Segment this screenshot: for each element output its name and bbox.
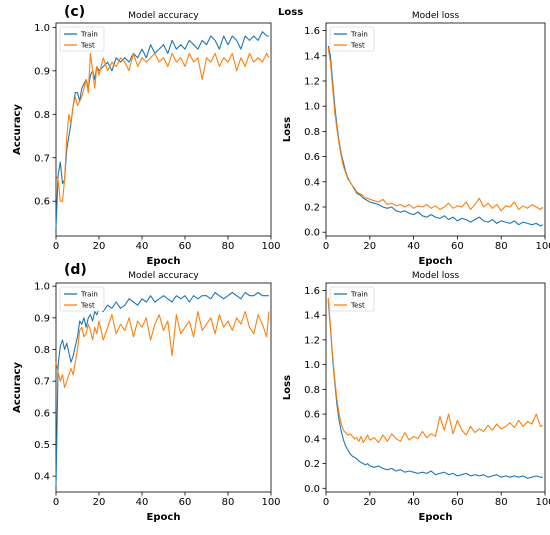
- y-axis-label: Accuracy: [12, 362, 23, 413]
- legend-label-train: Train: [350, 291, 368, 299]
- x-tick-label: 20: [363, 497, 376, 508]
- chart-title: Model accuracy: [128, 271, 199, 281]
- plot-frame: [55, 282, 272, 493]
- y-tick-label: 0.5: [34, 440, 50, 451]
- plot-frame: [325, 22, 546, 237]
- x-tick-label: 60: [179, 241, 192, 252]
- y-tick-label: 1.0: [34, 282, 50, 293]
- y-tick-label: 1.2: [304, 76, 320, 87]
- chart-4: Model loss 0 20 40 60 80 100 0.0 0.2 0.4 0.6 0.8 1.0…: [282, 271, 550, 523]
- y-tick-label: 1.0: [304, 360, 320, 371]
- x-tick-label: 0: [53, 241, 59, 252]
- x-tick-label: 40: [136, 497, 149, 508]
- legend-label-test: Test: [350, 42, 365, 50]
- y-tick-label: 0.8: [304, 385, 320, 396]
- legend: Train Test: [59, 286, 105, 312]
- x-tick-label: 40: [407, 497, 420, 508]
- legend-label-train: Train: [80, 31, 98, 39]
- series-line-train: [327, 300, 543, 479]
- x-tick-label: 80: [222, 497, 235, 508]
- legend: Train Test: [329, 26, 375, 52]
- legend-label-test: Test: [80, 302, 95, 310]
- panel-label-d: (d): [64, 262, 87, 278]
- x-tick-label: 40: [407, 241, 420, 252]
- y-tick-label: 0.0: [304, 484, 320, 495]
- y-tick-label: 0.9: [34, 313, 50, 324]
- y-axis-label: Loss: [282, 375, 293, 400]
- x-axis-label: Epoch: [419, 256, 453, 267]
- y-tick-label: 0.6: [34, 408, 50, 419]
- legend-label-train: Train: [80, 291, 98, 299]
- series-line-test: [327, 297, 544, 444]
- y-tick-label: 0.6: [304, 152, 320, 163]
- x-tick-label: 0: [323, 241, 329, 252]
- x-tick-label: 0: [323, 497, 329, 508]
- legend: Train Test: [59, 26, 105, 52]
- x-tick-label: 80: [495, 497, 508, 508]
- y-axis-label: Loss: [282, 117, 293, 142]
- x-tick-label: 20: [93, 241, 106, 252]
- y-tick-label: 0.6: [34, 197, 50, 208]
- series-line-train: [55, 31, 269, 228]
- y-tick-label: 0.2: [304, 459, 320, 470]
- y-tick-label: 0.7: [34, 153, 50, 164]
- header-loss-text: Loss: [278, 7, 304, 18]
- x-tick-label: 0: [53, 497, 59, 508]
- series-line-test: [55, 52, 270, 202]
- x-tick-label: 100: [535, 241, 550, 252]
- chart-2: Model loss 0 20 40 60 80 100 0.0 0.2 0.4 0.6 0.8 1.0…: [282, 11, 550, 267]
- y-tick-label: 0.4: [34, 472, 50, 483]
- legend-label-train: Train: [350, 31, 368, 39]
- x-axis-label: Epoch: [147, 256, 181, 267]
- y-tick-label: 1.4: [304, 51, 320, 62]
- y-tick-label: 0.6: [304, 410, 320, 421]
- y-tick-label: 0.8: [34, 345, 50, 356]
- y-tick-label: 1.0: [304, 102, 320, 113]
- chart-title: Model accuracy: [128, 11, 199, 21]
- y-tick-label: 1.4: [304, 311, 320, 322]
- x-tick-label: 100: [261, 497, 280, 508]
- plot-frame: [55, 22, 272, 237]
- y-tick-label: 1.2: [304, 335, 320, 346]
- chart-3: Model accuracy 0 20 40 60 80 100 0.4 0.5 0.6 0.7 0.…: [12, 271, 281, 523]
- plot-frame: [325, 282, 546, 493]
- x-tick-label: 40: [136, 241, 149, 252]
- x-axis-label: Epoch: [419, 512, 453, 523]
- x-tick-label: 100: [261, 241, 280, 252]
- series-line-test: [327, 48, 544, 212]
- y-tick-label: 0.9: [34, 66, 50, 77]
- y-tick-label: 0.0: [304, 228, 320, 239]
- x-tick-label: 60: [451, 241, 464, 252]
- legend-label-test: Test: [350, 302, 365, 310]
- series-line-train: [55, 291, 269, 486]
- y-tick-label: 0.4: [304, 434, 320, 445]
- y-tick-label: 0.4: [304, 177, 320, 188]
- series-line-test: [55, 310, 270, 389]
- y-tick-label: 0.7: [34, 377, 50, 388]
- y-tick-label: 1.0: [34, 23, 50, 34]
- x-axis-label: Epoch: [147, 512, 181, 523]
- y-axis-label: Accuracy: [12, 104, 23, 155]
- legend-label-test: Test: [80, 42, 95, 50]
- panel-label-c: (c): [64, 4, 86, 20]
- y-tick-label: 0.8: [34, 110, 50, 121]
- y-tick-label: 1.6: [304, 286, 320, 297]
- x-tick-label: 60: [451, 497, 464, 508]
- chart-title: Model loss: [412, 271, 460, 281]
- y-tick-label: 0.2: [304, 203, 320, 214]
- y-tick-label: 1.6: [304, 26, 320, 37]
- y-tick-label: 0.8: [304, 127, 320, 138]
- x-tick-label: 20: [93, 497, 106, 508]
- legend: Train Test: [329, 286, 375, 312]
- x-tick-label: 80: [222, 241, 235, 252]
- x-tick-label: 20: [363, 241, 376, 252]
- chart-1: Model accuracy 0 20 40 60 80 100 0.6 0.7 0.8 0.9 1.…: [12, 11, 281, 267]
- x-tick-label: 100: [535, 497, 550, 508]
- x-tick-label: 80: [495, 241, 508, 252]
- x-tick-label: 60: [179, 497, 192, 508]
- chart-title: Model loss: [412, 11, 460, 21]
